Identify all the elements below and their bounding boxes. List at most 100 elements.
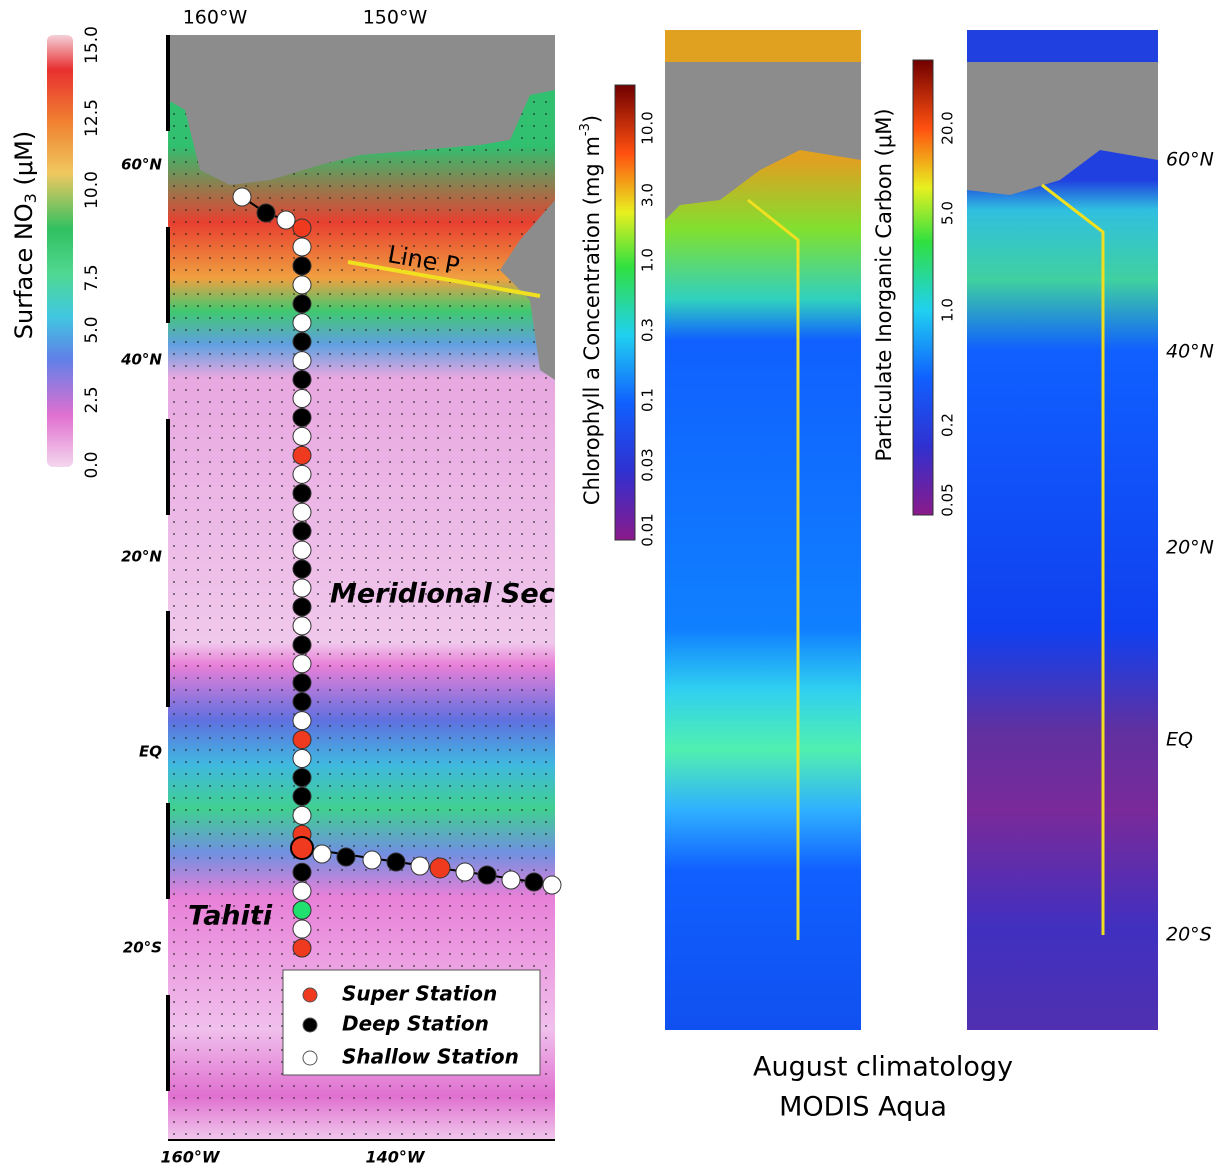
- lat-label: 60°N: [1166, 149, 1214, 171]
- station: [293, 257, 311, 275]
- station: [313, 845, 331, 863]
- colorbar-tick-label: 15.0: [82, 26, 102, 64]
- station: [293, 484, 311, 502]
- label-text: Surface NO: [10, 203, 38, 339]
- station: [293, 427, 311, 445]
- station: [293, 674, 311, 692]
- station: [543, 876, 561, 894]
- station: [293, 901, 311, 919]
- label-text: Chlorophyll a Concentration (mg m: [580, 136, 604, 505]
- colorbar-label: Particulate Inorganic Carbon (μM): [872, 108, 896, 461]
- station: [293, 712, 311, 730]
- colorbar: [913, 60, 933, 515]
- label-sub: 3: [21, 193, 40, 203]
- lat-label: 40°N: [120, 351, 162, 369]
- legend-label: Shallow Station: [342, 1045, 519, 1069]
- station: [363, 851, 381, 869]
- station: [293, 541, 311, 559]
- station: [293, 863, 311, 881]
- lat-label: 20°S: [123, 939, 162, 957]
- label-end: ): [580, 115, 604, 123]
- station: [293, 560, 311, 578]
- station: [478, 866, 496, 884]
- lon-label: 160°W: [183, 7, 248, 29]
- lat-label: EQ: [139, 743, 162, 761]
- station: [291, 837, 313, 859]
- annotation: Meridional Sec: [330, 579, 555, 610]
- lat-label: 20°N: [1166, 537, 1214, 559]
- colorbar-tick-label: 0.3: [639, 318, 657, 342]
- colorbar-tick-label: 1.0: [639, 248, 657, 272]
- lat-label: 40°N: [1166, 341, 1214, 363]
- station: [293, 693, 311, 711]
- station: [293, 882, 311, 900]
- station: [293, 314, 311, 332]
- station: [293, 655, 311, 673]
- annotation: Tahiti: [188, 901, 273, 932]
- station: [293, 920, 311, 938]
- lon-label: 140°W: [365, 1148, 425, 1167]
- colorbar-tick-label: 0.03: [639, 448, 657, 481]
- station: [337, 848, 355, 866]
- lat-label: 20°N: [121, 548, 162, 566]
- figure: Surface NO3 (μM)15.012.510.07.55.02.50.0…: [0, 0, 1228, 1168]
- station: [293, 579, 311, 597]
- colorbar-tick-label: 20.0: [939, 111, 957, 144]
- colorbar-label: Chlorophyll a Concentration (mg m-3): [578, 115, 605, 505]
- station: [293, 522, 311, 540]
- lat-label: 20°S: [1166, 924, 1212, 946]
- colorbar-tick-label: 12.5: [82, 99, 102, 137]
- legend-marker: [303, 1051, 317, 1065]
- station: [456, 863, 474, 881]
- lat-label: 60°N: [121, 156, 162, 174]
- station: [293, 408, 311, 426]
- colorbar-tick-label: 3.0: [639, 183, 657, 207]
- station: [293, 503, 311, 521]
- colorbar-tick-label: 10.0: [639, 111, 657, 144]
- station: [293, 598, 311, 616]
- station: [293, 219, 311, 237]
- station: [257, 204, 275, 222]
- station: [411, 857, 429, 875]
- colorbar-tick-label: 0.1: [639, 388, 657, 412]
- station: [233, 188, 251, 206]
- station: [293, 352, 311, 370]
- station: [293, 636, 311, 654]
- lon-label: 160°W: [160, 1148, 220, 1167]
- label-sup: -3: [578, 123, 593, 136]
- station: [293, 787, 311, 805]
- station: [293, 371, 311, 389]
- colorbar-tick-label: 5.0: [939, 201, 957, 225]
- station: [293, 731, 311, 749]
- colorbar-label: Surface NO3 (μM): [10, 131, 40, 339]
- colorbar-tick-label: 1.0: [939, 298, 957, 322]
- station: [293, 750, 311, 768]
- station: [293, 446, 311, 464]
- station: [502, 871, 520, 889]
- colorbar-tick-label: 5.0: [82, 316, 102, 343]
- label-unit: (μM): [10, 131, 38, 193]
- colorbar: [615, 85, 635, 540]
- station: [387, 853, 405, 871]
- station: [293, 295, 311, 313]
- colorbar-tick-label: 0.0: [82, 451, 102, 478]
- colorbar-tick-label: 0.2: [939, 413, 957, 437]
- caption: August climatology: [753, 1052, 1013, 1083]
- colorbar-tick-label: 0.05: [939, 483, 957, 516]
- station: [293, 939, 311, 957]
- station: [525, 873, 543, 891]
- legend-label: Super Station: [342, 982, 497, 1006]
- station: [293, 238, 311, 256]
- station: [293, 617, 311, 635]
- station: [293, 465, 311, 483]
- colorbar: [47, 35, 73, 467]
- colorbar-tick-label: 0.01: [639, 513, 657, 546]
- colorbar-tick-label: 7.5: [82, 264, 102, 291]
- station: [277, 211, 295, 229]
- station: [293, 276, 311, 294]
- colorbar-tick-label: 10.0: [82, 171, 102, 209]
- caption: MODIS Aqua: [779, 1092, 947, 1123]
- legend-label: Deep Station: [342, 1012, 489, 1036]
- lat-label: EQ: [1166, 729, 1193, 751]
- lon-label: 150°W: [363, 7, 428, 29]
